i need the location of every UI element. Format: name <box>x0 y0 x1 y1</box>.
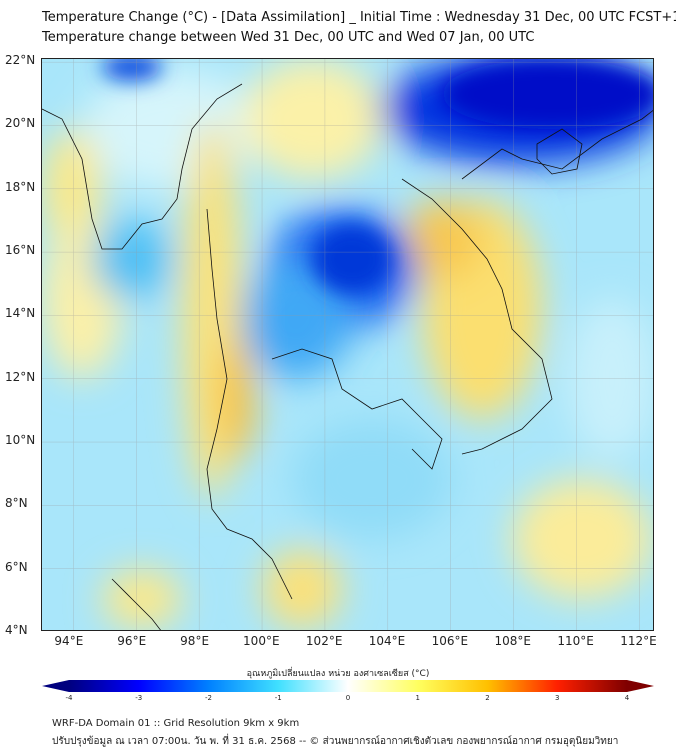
lat-label: 20°N <box>5 116 36 131</box>
colorbar-tick: 2 <box>485 694 490 702</box>
lon-label: 96°E <box>117 634 147 648</box>
colorbar <box>42 680 654 692</box>
colorbar-tick: -3 <box>135 694 143 702</box>
lat-label: 14°N <box>5 306 36 321</box>
colorbar-tick: -4 <box>65 694 73 702</box>
colorbar-tick: 1 <box>415 694 420 702</box>
lat-label: 8°N <box>5 496 28 511</box>
lat-label: 6°N <box>5 559 28 574</box>
lon-label: 110°E <box>557 634 594 648</box>
colorbar-tick: -2 <box>205 694 212 702</box>
colorbar-label: อุณหภูมิเปลี่ยนแปลง หน่วย องศาเซลเซียส (… <box>246 669 430 679</box>
lon-label: 94°E <box>54 634 84 648</box>
footer-model-info: WRF-DA Domain 01 :: Grid Resolution 9km … <box>52 718 300 729</box>
colorbar-gradient <box>69 680 627 692</box>
lat-label: 22°N <box>5 53 36 68</box>
lon-label: 106°E <box>431 634 469 648</box>
colorbar-tick: 3 <box>555 694 560 702</box>
colorbar-tick: -1 <box>274 694 282 702</box>
temperature-field <box>42 59 653 630</box>
lat-label: 10°N <box>5 433 36 448</box>
map-subtitle: Temperature change between Wed 31 Dec, 0… <box>42 30 535 45</box>
lon-label: 100°E <box>243 634 280 648</box>
colorbar-max-arrow <box>627 680 654 692</box>
lon-label: 102°E <box>305 634 343 648</box>
lat-label: 16°N <box>5 243 36 258</box>
lon-label: 98°E <box>180 634 210 648</box>
colorbar-tick: 0 <box>345 694 351 702</box>
lon-label: 104°E <box>368 634 406 648</box>
lat-label: 12°N <box>5 369 36 384</box>
footer-update-info: ปรับปรุงข้อมูล ณ เวลา 07:00น. วัน พ. ที่… <box>52 736 619 747</box>
colorbar-tick: 4 <box>624 694 630 702</box>
colorbar-min-arrow <box>42 680 69 692</box>
temperature-change-map <box>41 58 654 631</box>
lon-label: 112°E <box>620 634 657 648</box>
lon-label: 108°E <box>494 634 532 648</box>
lat-label: 18°N <box>5 179 36 194</box>
coastline <box>42 83 653 630</box>
map-title: Temperature Change (°C) - [Data Assimila… <box>42 10 676 25</box>
lat-label: 4°N <box>5 623 28 637</box>
